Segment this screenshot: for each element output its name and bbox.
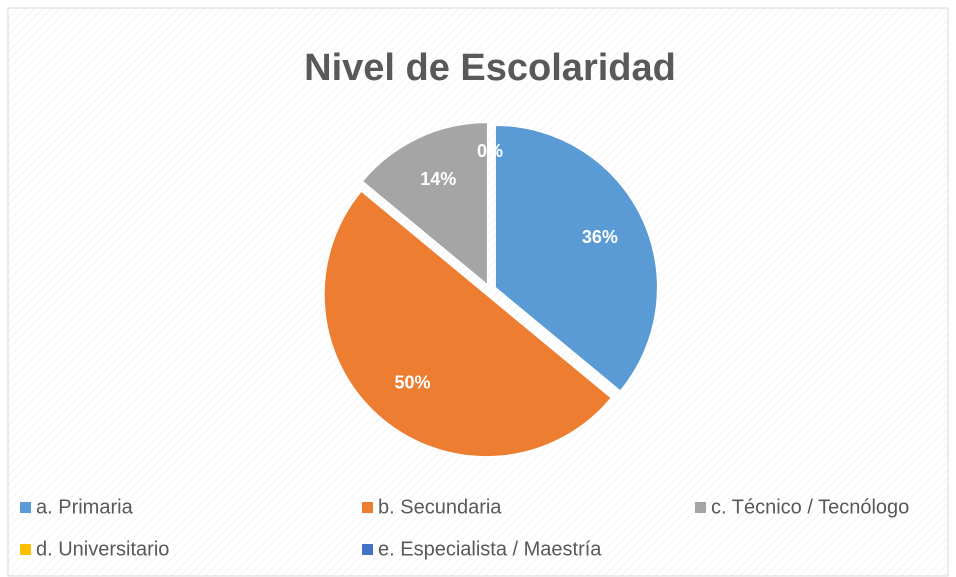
legend-label: a. Primaria (36, 496, 134, 518)
chart-title: Nivel de Escolaridad (304, 47, 676, 89)
pie-slice (361, 122, 488, 286)
pie-slice (323, 190, 612, 458)
legend-swatch (362, 502, 373, 513)
legend-label: c. Técnico / Tecnólogo (711, 496, 909, 518)
legend-swatch (695, 502, 706, 513)
legend-swatch (20, 502, 31, 513)
data-label: 50% (395, 372, 431, 392)
legend-swatch (20, 544, 31, 555)
legend-label: e. Especialista / Maestría (378, 538, 602, 560)
legend-label: d. Universitario (36, 538, 169, 560)
data-label: 36% (582, 227, 618, 247)
legend-label: b. Secundaria (378, 496, 502, 518)
legend-swatch (362, 544, 373, 555)
pie-slice (494, 124, 658, 392)
data-label: 14% (420, 169, 456, 189)
